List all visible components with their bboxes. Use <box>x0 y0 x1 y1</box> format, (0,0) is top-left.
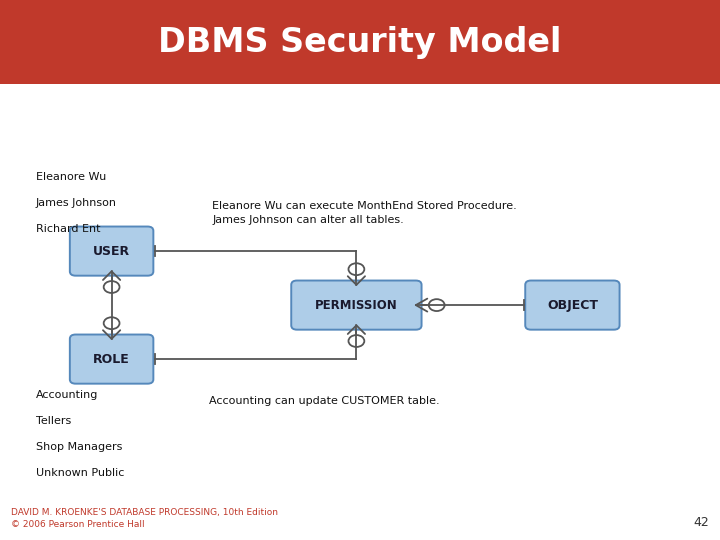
Text: ROLE: ROLE <box>93 353 130 366</box>
Text: DBMS Security Model: DBMS Security Model <box>158 25 562 59</box>
Text: Richard Ent: Richard Ent <box>36 224 101 234</box>
FancyBboxPatch shape <box>70 334 153 383</box>
Text: 42: 42 <box>693 516 709 529</box>
FancyBboxPatch shape <box>70 226 153 275</box>
FancyBboxPatch shape <box>526 280 620 329</box>
Text: Accounting can update CUSTOMER table.: Accounting can update CUSTOMER table. <box>209 395 439 406</box>
Text: Unknown Public: Unknown Public <box>36 468 125 478</box>
Text: Eleanore Wu can execute MonthEnd Stored Procedure.
James Johnson can alter all t: Eleanore Wu can execute MonthEnd Stored … <box>212 201 517 225</box>
FancyBboxPatch shape <box>291 280 421 329</box>
Text: Shop Managers: Shop Managers <box>36 442 122 452</box>
Text: PERMISSION: PERMISSION <box>315 299 397 312</box>
Text: Eleanore Wu: Eleanore Wu <box>36 172 107 183</box>
Text: James Johnson: James Johnson <box>36 198 117 208</box>
Text: Accounting: Accounting <box>36 390 99 400</box>
Bar <box>0 0 720 84</box>
Text: USER: USER <box>93 245 130 258</box>
Text: Tellers: Tellers <box>36 416 71 426</box>
Text: OBJECT: OBJECT <box>547 299 598 312</box>
Text: DAVID M. KROENKE'S DATABASE PROCESSING, 10th Edition
© 2006 Pearson Prentice Hal: DAVID M. KROENKE'S DATABASE PROCESSING, … <box>11 508 278 529</box>
